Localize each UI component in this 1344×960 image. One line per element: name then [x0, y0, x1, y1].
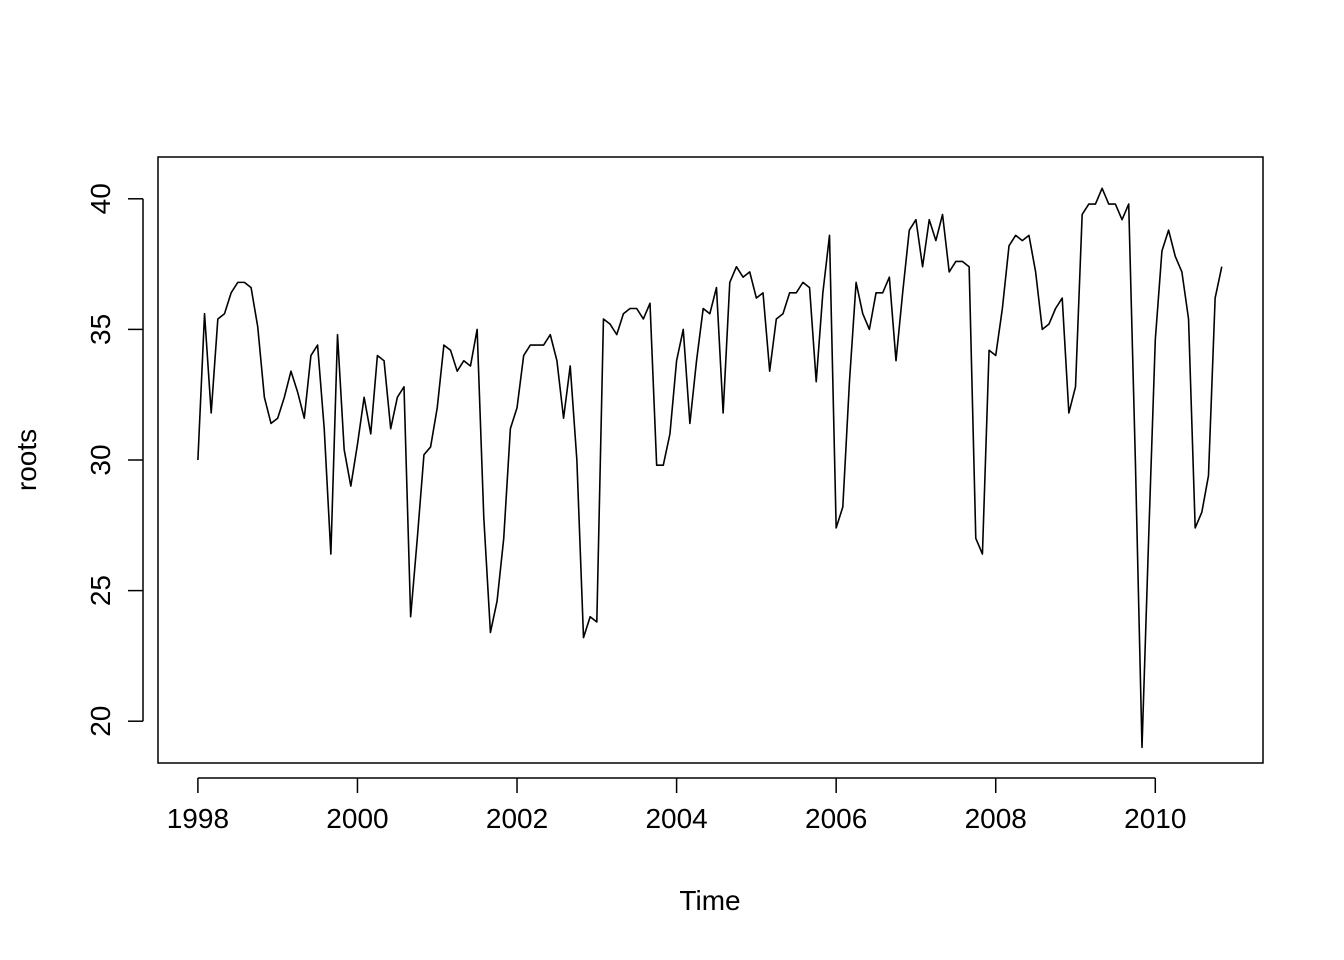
x-tick-label: 2004	[645, 803, 707, 834]
x-axis: 1998 2000 2002 2004 2006 2008 2010	[167, 777, 1186, 834]
series-layer	[197, 187, 1223, 749]
y-tick-label: 40	[85, 183, 116, 214]
y-axis: 20 25 30 35 40	[85, 183, 144, 737]
y-tick-label: 25	[85, 575, 116, 606]
x-axis-title: Time	[679, 885, 740, 916]
x-tick-label: 2010	[1124, 803, 1186, 834]
y-tick-label: 20	[85, 706, 116, 737]
y-tick-label: 35	[85, 314, 116, 345]
x-tick-label: 2008	[965, 803, 1027, 834]
y-axis-title: roots	[11, 429, 42, 491]
x-tick-label: 2000	[326, 803, 388, 834]
series-line	[197, 187, 1223, 749]
x-tick-label: 1998	[167, 803, 229, 834]
plot-box	[157, 156, 1264, 764]
x-tick-label: 2006	[805, 803, 867, 834]
y-tick-label: 30	[85, 444, 116, 475]
x-tick-label: 2002	[486, 803, 548, 834]
